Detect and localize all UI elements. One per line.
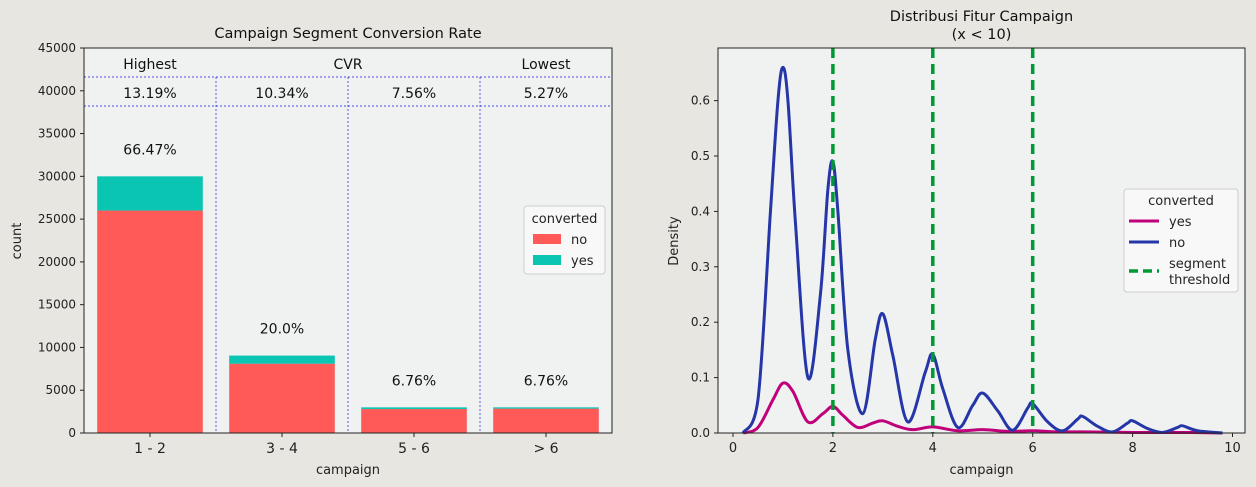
right-y-axis-title: Density	[667, 216, 682, 266]
rx-tick-label-1: 2	[829, 441, 837, 456]
left-y-axis: 0 5000 10000 15000 20000 25000 30000 35000 40000…	[38, 41, 84, 440]
y-tick-label-7: 35000	[38, 127, 76, 141]
rx-tick-label-0: 0	[729, 441, 737, 456]
ry-tick-label-3: 0.3	[691, 260, 710, 274]
right-plot-frame	[717, 47, 1246, 434]
rx-tick-label-4: 8	[1128, 441, 1136, 456]
y-tick-label-5: 25000	[38, 212, 76, 226]
left-chart-title: Campaign Segment Conversion Rate	[214, 26, 481, 42]
rx-tick-label-5: 10	[1224, 441, 1241, 456]
ry-tick-label-4: 0.4	[691, 204, 710, 218]
share-label-1: 20.0%	[260, 322, 304, 338]
x-tick-label-3: > 6	[533, 441, 558, 457]
legend-label-yes-density: yes	[1169, 215, 1192, 230]
bar-no-3	[493, 408, 599, 433]
y-tick-label-6: 30000	[38, 169, 76, 183]
share-label-0: 66.47%	[123, 142, 176, 158]
right-x-axis-title: campaign	[949, 463, 1013, 478]
y-tick-label-8: 40000	[38, 84, 76, 98]
ry-tick-label-5: 0.5	[691, 149, 710, 163]
legend-swatch-no	[533, 234, 561, 244]
header-label-2: Lowest	[522, 57, 571, 73]
header-label-0: Highest	[123, 57, 177, 73]
left-annotations: 66.47% 13.19% 20.0% 10.34% 6.76% 7.56% 6.76% 5.…	[123, 57, 571, 389]
legend-label-yes: yes	[571, 254, 594, 269]
bar-no-1	[229, 363, 335, 433]
x-tick-label-2: 5 - 6	[398, 441, 430, 457]
bar-yes-3	[493, 407, 599, 409]
y-tick-label-0: 0	[68, 426, 76, 440]
share-label-3: 6.76%	[524, 373, 568, 389]
legend-label-threshold-line2: threshold	[1169, 273, 1230, 288]
bar-no-2	[361, 409, 467, 433]
share-label-2: 6.76%	[392, 373, 436, 389]
legend-label-no: no	[571, 233, 587, 248]
cvr-label-0: 13.19%	[123, 86, 176, 102]
right-threshold-lines	[831, 48, 1035, 433]
x-tick-label-1: 3 - 4	[266, 441, 298, 457]
bar-yes-2	[361, 407, 467, 410]
bar-no-0	[97, 210, 203, 433]
ry-tick-label-2: 0.2	[691, 315, 710, 329]
y-tick-label-4: 20000	[38, 255, 76, 269]
legend-swatch-yes	[533, 255, 561, 265]
rx-tick-label-3: 6	[1029, 441, 1037, 456]
right-legend: converted yes no segment threshold	[1123, 188, 1239, 293]
left-legend: converted no yes	[523, 205, 606, 275]
right-chart-subtitle: (x < 10)	[952, 27, 1012, 43]
bar-yes-1	[229, 355, 335, 364]
right-x-axis: 0 2 4 6 8 10	[729, 433, 1241, 456]
left-y-axis-title: count	[10, 223, 25, 260]
bar-yes-0	[97, 176, 203, 211]
left-x-axis-title: campaign	[316, 463, 380, 478]
left-reference-lines	[84, 76, 612, 433]
y-tick-label-1: 5000	[45, 383, 76, 397]
cvr-label-2: 7.56%	[392, 86, 436, 102]
left-x-axis: 1 - 2 3 - 4 5 - 6 > 6	[134, 433, 559, 457]
cvr-label-3: 5.27%	[524, 86, 568, 102]
right-y-axis: 0.0 0.1 0.2 0.3 0.4 0.5 0.6	[691, 94, 718, 440]
y-tick-label-3: 15000	[38, 298, 76, 312]
right-legend-box	[1123, 188, 1239, 293]
right-chart-title: Distribusi Fitur Campaign	[890, 9, 1073, 25]
rx-tick-label-2: 4	[929, 441, 937, 456]
left-legend-title: converted	[532, 212, 598, 227]
ry-tick-label-0: 0.0	[691, 426, 710, 440]
x-tick-label-0: 1 - 2	[134, 441, 166, 457]
left-bars	[97, 176, 599, 433]
header-label-1: CVR	[333, 57, 362, 73]
legend-label-no-density: no	[1169, 236, 1185, 251]
y-tick-label-9: 45000	[38, 41, 76, 55]
campaign-density-chart: Distribusi Fitur Campaign (x < 10) 0.00.…	[667, 9, 1246, 478]
left-plot-frame	[83, 47, 613, 434]
cvr-label-1: 10.34%	[255, 86, 308, 102]
legend-label-threshold-line1: segment	[1169, 257, 1226, 272]
y-tick-label-2: 10000	[38, 340, 76, 354]
right-legend-title: converted	[1148, 194, 1214, 209]
campaign-bar-chart: Campaign Segment Conversion Rate 66.47% 1…	[10, 26, 613, 478]
ry-tick-label-6: 0.6	[691, 94, 710, 108]
ry-tick-label-1: 0.1	[691, 371, 710, 385]
